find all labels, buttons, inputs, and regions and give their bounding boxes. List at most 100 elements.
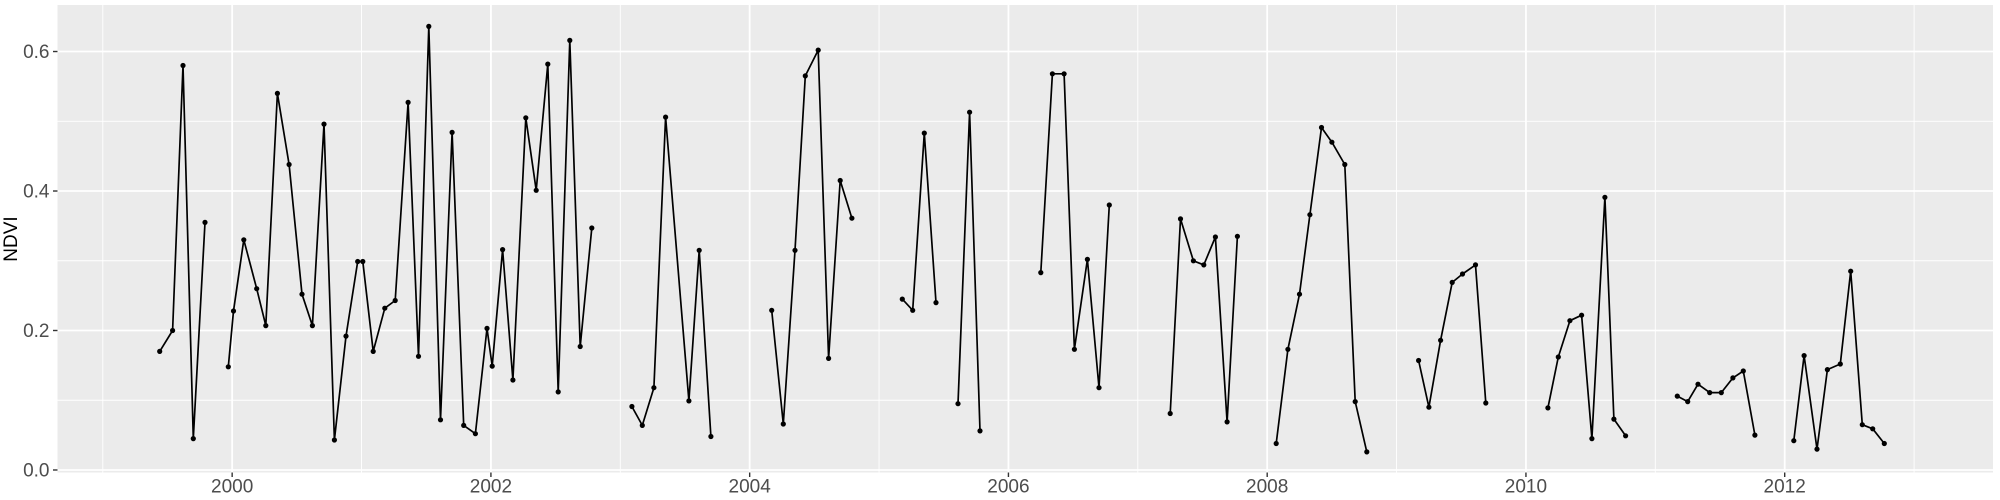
data-point <box>1579 312 1585 318</box>
data-point <box>955 401 961 407</box>
data-point <box>802 73 808 79</box>
data-point <box>1589 436 1595 442</box>
data-point <box>1555 354 1561 360</box>
data-point <box>639 422 645 428</box>
data-point <box>589 225 595 231</box>
data-point <box>1801 353 1807 359</box>
data-point <box>1740 368 1746 374</box>
data-point <box>392 297 398 304</box>
data-point <box>577 343 583 350</box>
x-tick-label: 2012 <box>1764 477 1806 498</box>
data-point <box>792 247 798 253</box>
data-point <box>708 433 714 440</box>
data-point <box>1342 161 1348 168</box>
data-point <box>523 115 529 121</box>
data-point <box>263 323 269 329</box>
data-point <box>1329 139 1335 145</box>
data-point <box>1106 202 1112 208</box>
data-point <box>1296 291 1303 297</box>
data-point <box>1859 422 1865 428</box>
data-point <box>1674 393 1680 399</box>
data-point <box>933 300 939 306</box>
data-point <box>484 325 490 331</box>
data-point <box>555 389 561 395</box>
data-point <box>370 348 376 354</box>
data-point <box>170 327 176 334</box>
data-point <box>1071 346 1077 352</box>
data-point <box>1038 270 1044 276</box>
x-tick-label: 2000 <box>211 477 253 498</box>
data-point <box>545 61 551 67</box>
data-point <box>696 247 702 253</box>
series-line-segment <box>901 132 937 312</box>
data-point <box>1307 212 1313 218</box>
data-point <box>405 99 411 105</box>
data-point <box>780 421 786 427</box>
data-point <box>1752 432 1758 438</box>
data-point <box>533 187 539 193</box>
data-point <box>1352 399 1358 405</box>
data-point <box>461 422 467 428</box>
series-line-segment <box>770 49 853 425</box>
data-point <box>225 364 231 370</box>
data-point <box>1318 124 1325 131</box>
data-point <box>1611 416 1617 422</box>
data-point <box>190 436 196 442</box>
data-point <box>274 90 280 96</box>
data-point <box>1212 234 1218 240</box>
data-point <box>910 307 916 313</box>
y-tick-label: 0.0 <box>23 460 49 481</box>
data-point <box>202 219 208 225</box>
data-point <box>241 237 247 243</box>
data-point <box>837 177 843 184</box>
x-tick-label: 2010 <box>1505 477 1547 498</box>
data-point <box>629 403 635 410</box>
data-point <box>157 348 163 354</box>
data-series <box>157 23 1887 455</box>
data-point <box>1234 233 1240 239</box>
series-line-segment <box>1547 196 1627 440</box>
axis-tick-labels: 2000 2002 2004 2006 2008 2010 2012 0.0 0.2 0.4 0.6 <box>23 42 1806 498</box>
data-point <box>1881 440 1887 447</box>
data-point <box>321 121 327 127</box>
x-tick-label: 2004 <box>729 477 772 498</box>
data-point <box>1545 405 1551 411</box>
data-point <box>382 305 388 311</box>
y-tick-label: 0.2 <box>23 321 49 342</box>
data-point <box>1695 381 1701 387</box>
data-point <box>1824 367 1830 373</box>
data-point <box>360 258 366 265</box>
data-point <box>489 363 495 369</box>
data-point <box>826 355 832 361</box>
data-point <box>331 437 337 443</box>
data-point <box>1837 361 1843 367</box>
data-point <box>1285 346 1291 352</box>
data-point <box>977 428 983 434</box>
axis-ticks <box>53 50 1786 477</box>
data-point <box>415 353 422 359</box>
data-point <box>1623 433 1629 439</box>
data-point <box>1190 258 1196 264</box>
data-point <box>849 215 855 221</box>
data-point <box>1084 256 1090 262</box>
x-tick-label: 2008 <box>1246 477 1288 498</box>
data-point <box>1791 438 1797 444</box>
data-point <box>1416 357 1422 364</box>
data-point <box>254 286 260 292</box>
data-point <box>1718 390 1724 396</box>
data-point <box>1201 262 1207 268</box>
data-point <box>567 37 573 44</box>
data-point <box>1459 271 1466 277</box>
data-point <box>1472 262 1479 268</box>
data-point <box>1273 440 1279 447</box>
data-point <box>1177 216 1184 222</box>
data-point <box>769 307 775 313</box>
data-point <box>1567 318 1573 324</box>
data-point <box>230 308 237 314</box>
major-gridlines <box>57 5 1993 473</box>
data-point <box>500 247 506 253</box>
data-point <box>299 291 305 297</box>
data-point <box>1224 419 1230 425</box>
data-point <box>815 47 821 53</box>
